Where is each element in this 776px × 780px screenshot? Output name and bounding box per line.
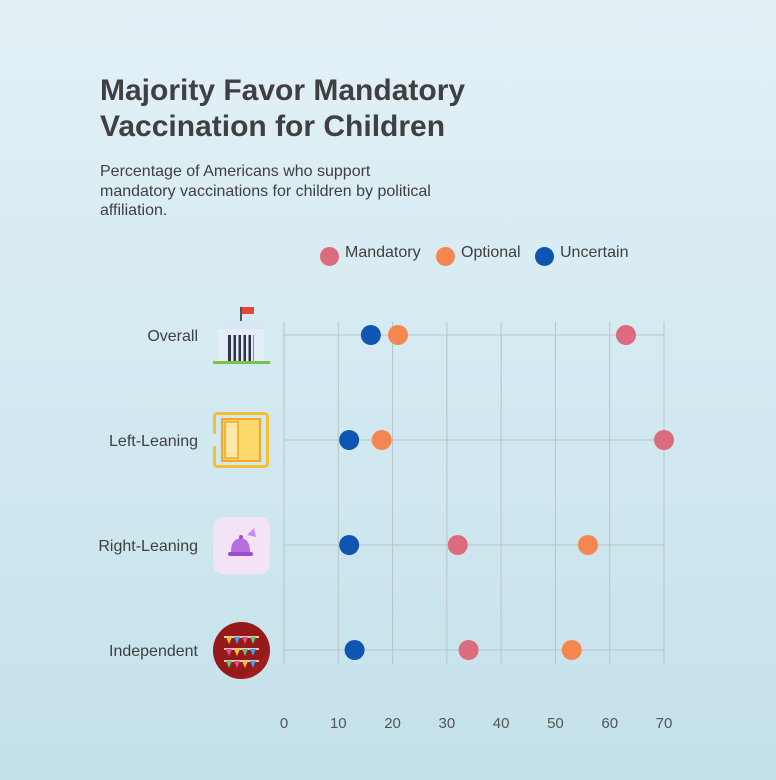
- legend-label-optional: Optional: [461, 244, 521, 261]
- door-icon: [213, 412, 269, 468]
- legend-label-mandatory: Mandatory: [345, 244, 421, 261]
- category-label-left-leaning: Left-Leaning: [109, 433, 198, 450]
- bunting-flags-icon: [213, 622, 270, 679]
- legend-label-uncertain: Uncertain: [560, 244, 629, 261]
- chart-title-line-1: Majority Favor Mandatory: [100, 74, 466, 107]
- chart-title-line-2: Vaccination for Children: [100, 110, 446, 143]
- point-mandatory-independent: [458, 640, 479, 660]
- x-tick-label-10: 10: [330, 715, 347, 732]
- legend-item-optional: Optional: [436, 243, 521, 267]
- bell-icon: [213, 517, 270, 574]
- legend-swatch-uncertain: [535, 247, 554, 266]
- point-optional-overall: [388, 325, 408, 345]
- category-label-independent: Independent: [109, 643, 199, 660]
- chart-subtitle: Percentage of Americans who support mand…: [100, 162, 460, 221]
- category-icons: [213, 307, 270, 679]
- legend-swatch-mandatory: [320, 247, 339, 266]
- chart-grid: [283, 322, 665, 664]
- chart-title: Majority Favor Mandatory Vaccination for…: [100, 73, 520, 145]
- chart-subtitle-line-1: Percentage of Americans who support: [100, 163, 371, 180]
- legend-item-mandatory: Mandatory: [320, 243, 421, 267]
- point-uncertain-left-leaning: [339, 430, 360, 450]
- category-rows: Overall Left-Leaning Right-Leaning Independ…: [98, 328, 664, 660]
- point-mandatory-left-leaning: [654, 430, 674, 450]
- point-optional-right-leaning: [578, 535, 598, 555]
- point-optional-left-leaning: [371, 430, 392, 450]
- government-building-icon: [213, 307, 270, 364]
- point-mandatory-right-leaning: [447, 535, 468, 555]
- x-tick-label-0: 0: [280, 715, 288, 732]
- x-tick-label-40: 40: [493, 715, 510, 732]
- point-mandatory-overall: [616, 325, 636, 345]
- point-uncertain-overall: [360, 325, 381, 345]
- x-tick-label-70: 70: [656, 715, 673, 732]
- point-uncertain-independent: [344, 640, 365, 660]
- chart-subtitle-line-2: mandatory vaccinations for children by p…: [100, 182, 431, 200]
- x-tick-label-60: 60: [601, 715, 618, 732]
- legend-item-uncertain: Uncertain: [535, 243, 628, 267]
- x-tick-label-50: 50: [547, 715, 564, 732]
- category-label-right-leaning: Right-Leaning: [98, 538, 198, 555]
- chart-subtitle-line-3: affiliation.: [100, 202, 168, 219]
- data-points: [339, 325, 674, 660]
- x-axis-tick-labels: 0 10 20 30 40 50 60 70: [280, 715, 673, 732]
- point-uncertain-right-leaning: [339, 535, 360, 555]
- legend-swatch-optional: [436, 247, 455, 266]
- x-tick-label-30: 30: [439, 715, 456, 732]
- point-optional-independent: [561, 640, 582, 660]
- x-tick-label-20: 20: [384, 715, 401, 732]
- category-label-overall: Overall: [147, 328, 198, 345]
